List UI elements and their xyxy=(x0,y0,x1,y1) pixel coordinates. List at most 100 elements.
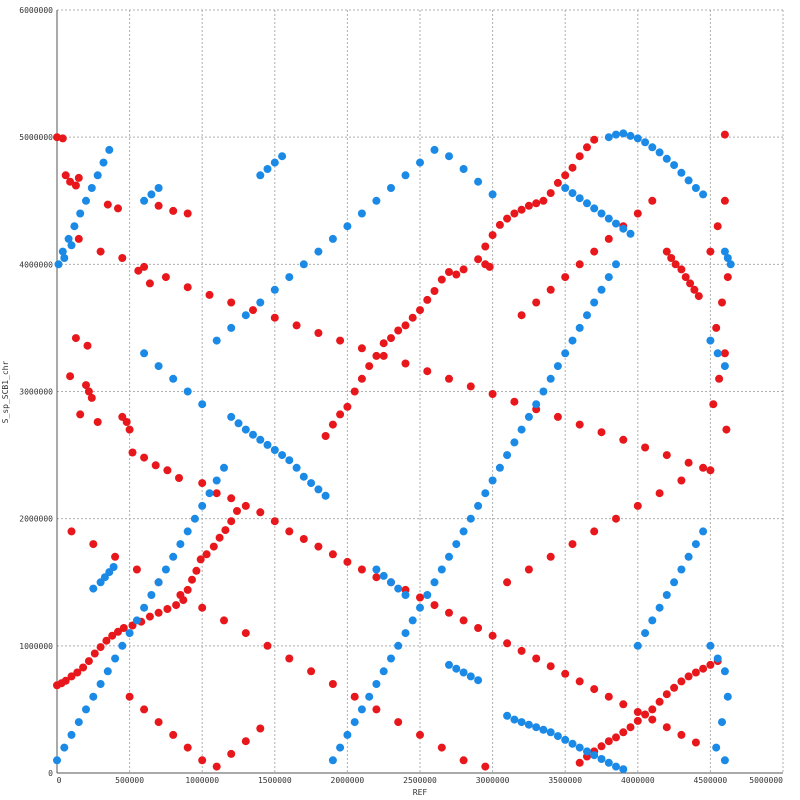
reverse-match-point xyxy=(583,199,591,208)
reverse-match-point xyxy=(343,730,352,739)
reverse-match-point xyxy=(212,336,221,345)
forward-match-point xyxy=(723,273,732,282)
reverse-match-point xyxy=(568,336,577,345)
forward-match-point xyxy=(401,359,410,368)
reverse-match-point xyxy=(720,247,729,256)
forward-match-point xyxy=(241,629,250,638)
reverse-match-point xyxy=(169,552,178,561)
reverse-match-point xyxy=(670,161,679,170)
forward-match-point xyxy=(256,508,265,517)
reverse-match-point xyxy=(718,718,726,727)
reverse-match-point xyxy=(604,273,613,282)
reverse-match-point xyxy=(495,463,504,472)
forward-match-point xyxy=(82,381,90,390)
reverse-match-point xyxy=(198,400,207,409)
forward-match-point xyxy=(583,143,591,152)
forward-match-point xyxy=(416,730,424,739)
x-tick-label: 3000000 xyxy=(476,776,510,785)
forward-match-point xyxy=(648,196,657,205)
forward-match-point xyxy=(466,382,475,391)
reverse-match-point xyxy=(452,540,461,549)
reverse-match-point xyxy=(93,171,102,180)
forward-match-point xyxy=(66,177,75,186)
forward-match-point xyxy=(71,181,80,190)
forward-match-point xyxy=(401,321,410,330)
reverse-match-point xyxy=(256,435,265,444)
reverse-match-point xyxy=(263,165,272,173)
reverse-match-point xyxy=(612,260,620,269)
reverse-match-point xyxy=(379,667,388,676)
reverse-match-point xyxy=(568,189,577,198)
forward-match-point xyxy=(108,631,117,640)
forward-match-point xyxy=(517,205,526,214)
reverse-match-point xyxy=(105,145,114,154)
reverse-match-point xyxy=(198,501,207,510)
forward-match-point xyxy=(122,418,131,426)
reverse-match-point xyxy=(357,705,366,714)
forward-match-point xyxy=(561,273,570,282)
reverse-match-point xyxy=(626,229,635,238)
forward-match-point xyxy=(111,552,120,561)
reverse-match-point xyxy=(575,743,584,752)
forward-match-point xyxy=(96,643,105,652)
reverse-match-point xyxy=(183,387,192,396)
reverse-match-point xyxy=(517,425,526,434)
reverse-match-point xyxy=(706,336,715,345)
forward-match-point xyxy=(633,708,642,716)
reverse-match-point xyxy=(314,247,323,256)
reverse-match-point xyxy=(437,565,446,574)
forward-match-point xyxy=(488,231,497,240)
reverse-match-point xyxy=(109,563,118,571)
reverse-match-point xyxy=(67,241,76,250)
forward-match-point xyxy=(188,575,196,584)
reverse-match-point xyxy=(459,527,468,536)
forward-match-point xyxy=(161,273,170,282)
forward-match-point xyxy=(445,268,453,276)
forward-match-point xyxy=(474,255,483,264)
reverse-match-point xyxy=(103,667,112,676)
reverse-match-point xyxy=(227,323,236,332)
reverse-match-point xyxy=(299,260,308,269)
y-tick-label: 0 xyxy=(48,769,53,778)
forward-match-point xyxy=(285,527,294,536)
reverse-match-point xyxy=(140,603,149,612)
reverse-match-point xyxy=(604,133,613,142)
reverse-match-point xyxy=(474,501,483,510)
reverse-match-point xyxy=(190,514,199,523)
reverse-match-point xyxy=(430,145,439,154)
reverse-match-point xyxy=(466,672,475,681)
reverse-match-point xyxy=(285,456,294,465)
reverse-match-point xyxy=(684,176,693,185)
forward-match-point xyxy=(176,591,185,599)
forward-match-point xyxy=(387,334,395,343)
reverse-match-point xyxy=(539,387,548,396)
forward-match-point xyxy=(655,697,664,706)
forward-match-point xyxy=(633,716,642,725)
reverse-match-point xyxy=(612,130,620,139)
reverse-match-point xyxy=(503,711,512,720)
reverse-match-point xyxy=(720,756,729,765)
reverse-match-point xyxy=(619,765,628,774)
forward-match-point xyxy=(524,201,533,210)
reverse-match-point xyxy=(532,723,541,732)
forward-match-point xyxy=(667,254,676,262)
forward-match-point xyxy=(84,387,93,396)
reverse-match-point xyxy=(517,718,526,727)
forward-match-point xyxy=(328,550,337,559)
reverse-match-point xyxy=(87,184,96,192)
forward-match-point xyxy=(561,171,570,180)
forward-match-point xyxy=(416,306,424,315)
reverse-match-point xyxy=(60,254,69,262)
forward-match-point xyxy=(677,476,686,485)
forward-match-point xyxy=(74,234,83,243)
forward-match-point xyxy=(74,173,83,182)
reverse-match-point xyxy=(256,171,265,180)
reverse-match-point xyxy=(561,735,570,744)
forward-match-point xyxy=(183,283,192,292)
reverse-match-point xyxy=(58,247,67,256)
forward-match-point xyxy=(597,428,606,437)
forward-match-point xyxy=(503,639,512,648)
reverse-match-point xyxy=(459,668,468,677)
forward-match-point xyxy=(452,270,461,279)
forward-match-point xyxy=(233,507,241,515)
